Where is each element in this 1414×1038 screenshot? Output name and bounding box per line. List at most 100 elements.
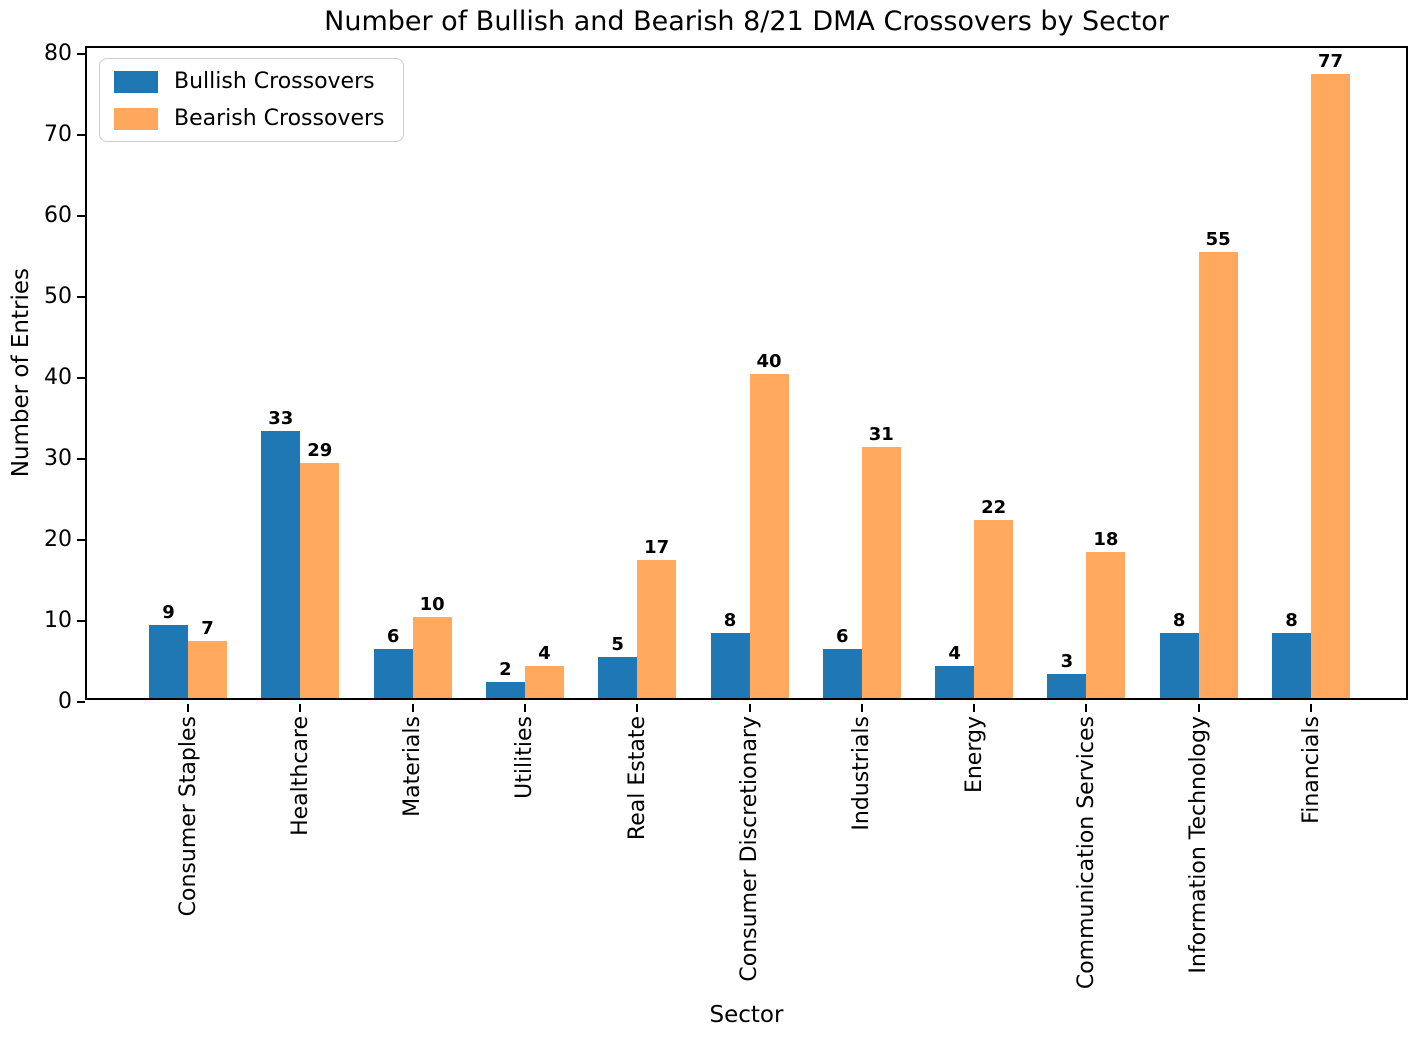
x-tick-mark bbox=[523, 704, 526, 712]
bar-value-label: 17 bbox=[644, 537, 670, 558]
x-tick-label: Industrials bbox=[849, 716, 875, 831]
x-tick-label-slot: Industrials bbox=[802, 716, 922, 831]
x-tick-label-slot: Utilities bbox=[465, 716, 585, 799]
bar-value-label: 4 bbox=[948, 643, 961, 664]
x-tick-label: Consumer Discretionary bbox=[737, 716, 762, 982]
x-tick-mark bbox=[1085, 704, 1088, 712]
bar-value-label: 40 bbox=[756, 351, 782, 372]
bar-value-label: 8 bbox=[723, 610, 737, 631]
bar-value-label: 3 bbox=[1060, 651, 1074, 672]
y-tick-label: 80 bbox=[44, 41, 72, 66]
x-tick-mark bbox=[1310, 704, 1312, 712]
legend-swatch bbox=[114, 70, 158, 93]
y-tick-label: 0 bbox=[58, 689, 72, 714]
legend-label: Bearish Crossovers bbox=[174, 106, 385, 131]
y-tick-label: 20 bbox=[44, 527, 72, 552]
bar-value-label: 8 bbox=[1172, 610, 1186, 631]
plot-area: Bullish Crossovers Bearish Crossovers 0 10… bbox=[44, 42, 1408, 989]
x-tick-mark bbox=[973, 704, 976, 712]
bar-value-label: 9 bbox=[162, 602, 175, 623]
bullish-bar bbox=[598, 657, 638, 698]
bearish-bar bbox=[1311, 74, 1350, 698]
x-tick-label: Consumer Staples bbox=[175, 716, 201, 917]
legend-swatch bbox=[114, 107, 158, 130]
y-tick-label: 40 bbox=[44, 365, 72, 390]
bullish-bar bbox=[149, 625, 188, 698]
y-tick-label: 30 bbox=[44, 446, 72, 471]
x-tick-label-slot: Real Estate bbox=[577, 716, 697, 840]
y-tick-label: 70 bbox=[44, 122, 72, 147]
x-tick-label: Communication Services bbox=[1073, 716, 1099, 990]
bar-value-label: 4 bbox=[538, 643, 551, 664]
bullish-bar bbox=[710, 633, 750, 698]
x-tick-label-slot: Consumer Staples bbox=[128, 716, 248, 916]
chart-title: Number of Bullish and Bearish 8/21 DMA C… bbox=[324, 6, 1169, 37]
x-tick-label-slot: Information Technology bbox=[1139, 716, 1259, 974]
bearish-bar bbox=[637, 560, 677, 698]
y-tick-mark bbox=[77, 296, 85, 298]
bar-value-label: 31 bbox=[868, 424, 894, 445]
x-tick-label-slot: Communication Services bbox=[1026, 716, 1146, 989]
y-tick-mark bbox=[77, 701, 85, 703]
x-tick-label: Financials bbox=[1298, 716, 1324, 824]
y-tick-mark bbox=[77, 377, 85, 379]
x-tick-mark bbox=[187, 704, 189, 712]
x-tick-label: Materials bbox=[400, 716, 426, 817]
x-tick-label-slot: Materials bbox=[353, 716, 473, 817]
bullish-bar bbox=[1159, 633, 1199, 698]
bearish-bar bbox=[1086, 552, 1126, 698]
bearish-bar bbox=[300, 463, 340, 698]
y-tick-mark bbox=[77, 458, 85, 460]
y-tick-label: 10 bbox=[44, 608, 72, 633]
x-tick-mark bbox=[299, 704, 302, 712]
legend: Bullish Crossovers Bearish Crossovers bbox=[99, 58, 404, 142]
x-tick-mark bbox=[860, 704, 863, 712]
x-tick-label-slot: Consumer Discretionary bbox=[690, 716, 810, 982]
x-tick-label: Real Estate bbox=[624, 716, 650, 841]
y-tick-mark bbox=[77, 134, 85, 136]
x-axis-label: Sector bbox=[709, 1002, 784, 1028]
bearish-bar bbox=[1198, 252, 1238, 698]
x-tick-label-slot: Energy bbox=[914, 716, 1034, 793]
bar-value-label: 6 bbox=[836, 626, 849, 647]
bearish-bar bbox=[861, 447, 901, 698]
bearish-bar bbox=[749, 374, 789, 698]
y-tick-mark bbox=[77, 53, 85, 55]
bullish-bar bbox=[1272, 633, 1311, 698]
bullish-bar bbox=[373, 649, 413, 698]
y-tick-mark bbox=[77, 539, 85, 541]
bar-value-label: 2 bbox=[499, 659, 512, 680]
bearish-bar bbox=[524, 666, 564, 698]
x-tick-label: Energy bbox=[961, 716, 987, 794]
x-tick-label-slot: Healthcare bbox=[240, 716, 360, 836]
bar-value-label: 10 bbox=[419, 594, 445, 615]
y-tick-label: 60 bbox=[44, 203, 72, 228]
bullish-bar bbox=[485, 682, 525, 698]
bullish-bar bbox=[261, 431, 301, 698]
legend-label: Bullish Crossovers bbox=[174, 69, 375, 94]
bar-value-label: 29 bbox=[307, 440, 333, 461]
x-tick-label-slot: Financials bbox=[1251, 716, 1371, 824]
bar-value-label: 55 bbox=[1205, 229, 1231, 250]
bearish-bar bbox=[412, 617, 452, 698]
x-tick-mark bbox=[1197, 704, 1200, 712]
bearish-bar bbox=[974, 520, 1014, 698]
bar-value-label: 5 bbox=[611, 634, 624, 655]
bar-value-label: 18 bbox=[1093, 529, 1119, 550]
y-tick-label: 50 bbox=[44, 284, 72, 309]
bullish-bar bbox=[822, 649, 862, 698]
bar-value-label: 6 bbox=[386, 626, 400, 647]
x-tick-mark bbox=[748, 704, 751, 712]
bar-value-label: 22 bbox=[981, 497, 1007, 518]
legend-entry: Bullish Crossovers bbox=[114, 69, 385, 94]
y-tick-mark bbox=[77, 620, 85, 622]
bearish-bar bbox=[188, 641, 227, 698]
bar-value-label: 7 bbox=[201, 618, 214, 639]
bar-value-label: 33 bbox=[268, 408, 294, 429]
x-tick-label: Utilities bbox=[512, 716, 538, 799]
y-tick-mark bbox=[77, 215, 85, 217]
bullish-bar bbox=[935, 666, 975, 698]
x-tick-label: Healthcare bbox=[287, 716, 313, 836]
x-tick-mark bbox=[636, 704, 639, 712]
